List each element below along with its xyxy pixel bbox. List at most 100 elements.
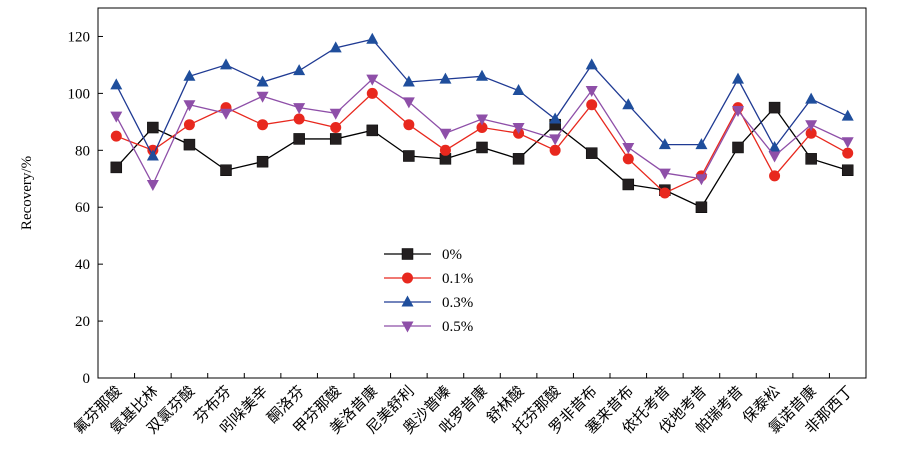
data-point (146, 179, 159, 191)
data-point (512, 123, 525, 135)
data-point (476, 141, 488, 154)
data-point (366, 124, 379, 137)
data-point (293, 64, 306, 76)
data-point (220, 108, 232, 120)
data-point (549, 112, 562, 124)
data-point (659, 187, 671, 199)
data-point (366, 32, 379, 44)
data-point (403, 119, 415, 131)
data-point (769, 170, 781, 182)
data-point (110, 78, 123, 90)
data-point (622, 98, 635, 110)
legend-label: 0.3% (442, 295, 473, 311)
data-point (695, 201, 708, 213)
data-point (220, 164, 232, 176)
data-point (768, 140, 781, 152)
data-point (476, 69, 488, 81)
data-point (402, 97, 415, 109)
legend-item: 0.1% (384, 271, 473, 287)
data-point (585, 58, 598, 70)
data-point (147, 121, 159, 134)
data-point (220, 58, 232, 70)
data-point (622, 153, 634, 165)
series-2 (110, 32, 854, 161)
data-point (256, 91, 269, 103)
series-line (115, 38, 848, 158)
y-axis-title: Recovery/% (19, 156, 35, 230)
legend-item: 0.5% (384, 319, 473, 335)
data-point (695, 174, 708, 186)
y-tick-label: 120 (68, 29, 91, 45)
data-point (841, 109, 854, 121)
data-point (439, 128, 452, 140)
data-point (146, 149, 159, 161)
data-point (476, 122, 488, 134)
data-point (585, 86, 598, 98)
y-tick-label: 0 (83, 371, 91, 387)
data-point (768, 151, 781, 163)
legend-label: 0.5% (442, 319, 473, 335)
data-point (732, 72, 744, 84)
data-point (110, 111, 123, 123)
legend: 0% 0.1% 0.3% 0.5% (384, 247, 473, 335)
data-point (732, 105, 744, 117)
data-point (183, 69, 196, 81)
data-point (329, 133, 342, 145)
data-point (110, 130, 122, 142)
data-point (293, 113, 305, 125)
series-group (110, 32, 854, 213)
y-tick-label: 60 (75, 200, 90, 216)
data-point (586, 99, 598, 111)
data-point (256, 75, 269, 87)
series-3 (110, 74, 854, 191)
data-point (841, 137, 854, 149)
data-point (805, 92, 818, 104)
data-point (658, 138, 671, 150)
data-point (732, 141, 744, 154)
legend-marker (401, 321, 414, 333)
data-point (293, 133, 305, 145)
data-point (805, 127, 817, 139)
data-point (476, 114, 488, 126)
data-point (585, 147, 598, 159)
data-point (768, 101, 781, 114)
data-point (330, 122, 342, 134)
data-point (183, 100, 196, 112)
data-point (366, 74, 379, 86)
data-point (805, 120, 818, 132)
axes: 020406080100120氟芬那酸氨基比林双氯芬酸芬布芬吲哚美辛酮洛芬甲芬那… (68, 7, 867, 437)
data-point (658, 168, 671, 180)
plot-frame (97, 7, 867, 379)
y-tick-label: 40 (75, 257, 90, 273)
data-point (329, 41, 342, 53)
data-point (403, 150, 415, 162)
legend-marker (401, 248, 414, 260)
data-point (402, 75, 415, 87)
data-point (329, 108, 342, 120)
data-point (622, 178, 635, 191)
data-point (512, 84, 525, 96)
data-point (183, 138, 196, 151)
y-tick-label: 100 (68, 86, 91, 102)
data-point (293, 103, 306, 115)
data-point (183, 119, 195, 131)
series-1 (110, 87, 854, 199)
data-point (841, 164, 854, 176)
data-point (512, 153, 525, 165)
legend-label: 0% (442, 247, 462, 263)
data-point (549, 134, 562, 146)
data-point (257, 119, 269, 131)
data-point (366, 87, 378, 99)
data-point (805, 153, 817, 165)
data-point (439, 144, 451, 156)
data-point (256, 155, 269, 168)
legend-marker (401, 295, 414, 307)
data-point (695, 138, 708, 150)
legend-item: 0% (384, 247, 462, 263)
y-tick-label: 80 (75, 143, 90, 159)
y-tick-label: 20 (75, 314, 90, 330)
data-point (549, 144, 561, 156)
data-point (439, 72, 452, 84)
data-point (842, 147, 854, 159)
